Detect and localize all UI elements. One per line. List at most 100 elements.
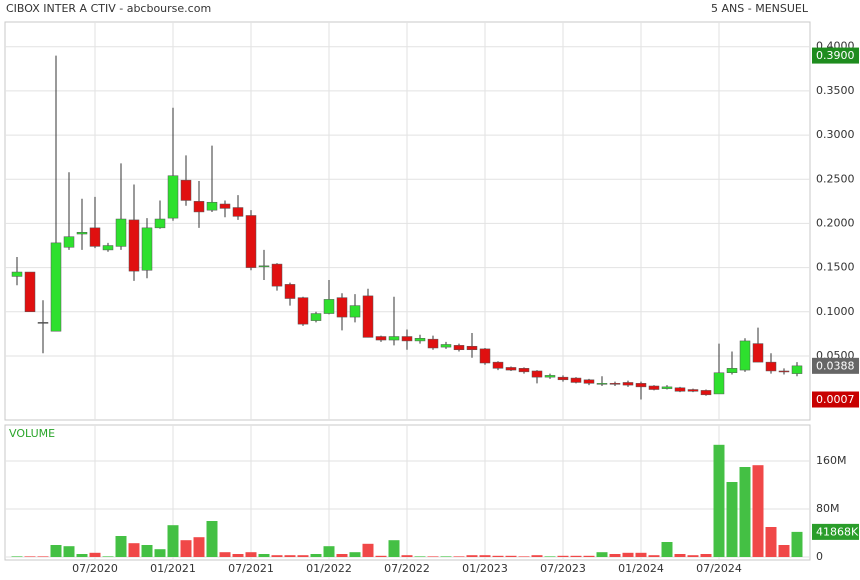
volume-bar <box>466 555 478 557</box>
volume-bar <box>622 552 634 557</box>
volume-bar <box>89 552 101 557</box>
candle-body <box>24 271 36 313</box>
chart-title: CIBOX INTER A CTIV - abcbourse.com <box>6 2 211 15</box>
candle-body <box>622 382 634 386</box>
candle-body <box>635 383 647 388</box>
x-tick-label: 01/2022 <box>306 562 352 575</box>
volume-bar <box>401 555 413 557</box>
candle-body <box>713 372 725 395</box>
candle-body <box>726 368 738 373</box>
candle-body <box>141 227 153 271</box>
volume-bar <box>518 556 530 557</box>
candle-body <box>648 385 660 390</box>
candle-body <box>167 175 179 219</box>
volume-bar <box>752 465 764 557</box>
candle-body <box>310 313 322 321</box>
candle-body <box>193 201 205 213</box>
value-badge-label: 0.0388 <box>816 359 855 372</box>
chart-subtitle: 5 ANS - MENSUEL <box>711 2 809 15</box>
x-tick-label: 07/2021 <box>228 562 274 575</box>
volume-bar <box>453 556 465 557</box>
volume-bar <box>76 554 88 557</box>
candle-body <box>154 218 166 229</box>
candle-body <box>518 368 530 373</box>
y-tick-label: 160M <box>816 454 847 467</box>
candle-body <box>76 232 88 235</box>
volume-bar <box>414 556 426 557</box>
candle-body <box>492 361 504 369</box>
volume-title: VOLUME <box>9 427 55 440</box>
volume-bar <box>336 554 348 557</box>
candle-body <box>557 376 569 381</box>
volume-bar <box>739 467 751 557</box>
volume-bar <box>388 540 400 557</box>
candle-body <box>115 218 127 247</box>
candle-body <box>531 370 543 378</box>
volume-bar <box>635 552 647 557</box>
candle-body <box>349 305 361 318</box>
volume-bar <box>167 525 179 557</box>
volume-bar <box>687 555 699 557</box>
y-tick-label: 0.3000 <box>816 128 855 141</box>
volume-bar <box>284 555 296 557</box>
candle-body <box>180 179 192 201</box>
x-tick-label: 01/2023 <box>462 562 508 575</box>
volume-bar <box>440 556 452 557</box>
volume-bar <box>765 527 777 557</box>
volume-bar <box>427 556 439 557</box>
y-tick-label: 0.1000 <box>816 305 855 318</box>
volume-bar <box>63 546 75 557</box>
volume-bar <box>141 545 153 557</box>
candle-body <box>102 245 114 251</box>
volume-bar <box>726 482 738 557</box>
volume-bar <box>479 555 491 557</box>
volume-bar <box>206 521 218 557</box>
volume-bar <box>349 552 361 557</box>
value-badge-label: 41868K <box>816 525 859 538</box>
candle-body <box>206 201 218 211</box>
value-badge <box>812 47 859 64</box>
value-badge-label: 0.0007 <box>816 393 855 406</box>
volume-bar <box>245 552 257 557</box>
volume-bar <box>297 555 309 557</box>
value-badge-label: 0.3900 <box>816 49 855 62</box>
volume-bar <box>310 554 322 557</box>
candle-body <box>89 227 101 247</box>
candle-body <box>297 297 309 325</box>
candle-body <box>739 340 751 371</box>
candle-body <box>752 343 764 363</box>
volume-bar <box>505 555 517 557</box>
candle-body <box>687 389 699 392</box>
x-tick-label: 01/2024 <box>618 562 664 575</box>
volume-bar <box>219 552 231 557</box>
volume-bar <box>661 542 673 557</box>
y-tick-label: 0.2000 <box>816 216 855 229</box>
value-badge <box>812 391 859 408</box>
volume-bar <box>492 555 504 557</box>
volume-bar <box>258 554 270 557</box>
volume-bar <box>570 555 582 557</box>
volume-bar <box>128 543 140 557</box>
x-tick-label: 07/2023 <box>540 562 586 575</box>
candle-body <box>271 263 283 287</box>
y-tick-label: 0 <box>816 550 823 563</box>
volume-bar <box>271 555 283 557</box>
candle-body <box>479 348 491 364</box>
candle-body <box>63 236 75 248</box>
volume-bar <box>362 543 374 557</box>
volume-bar <box>531 555 543 557</box>
volume-bar <box>609 554 621 557</box>
volume-bar <box>115 536 127 557</box>
volume-bar <box>102 556 114 557</box>
candle-body <box>284 284 296 299</box>
x-tick-label: 07/2022 <box>384 562 430 575</box>
volume-bar <box>180 540 192 557</box>
x-tick-label: 01/2021 <box>150 562 196 575</box>
candle-body <box>375 336 387 341</box>
candle-body <box>466 345 478 351</box>
volume-bar <box>154 549 166 557</box>
volume-bar <box>700 554 712 557</box>
candle-body <box>388 336 400 341</box>
candle-body <box>219 203 231 209</box>
